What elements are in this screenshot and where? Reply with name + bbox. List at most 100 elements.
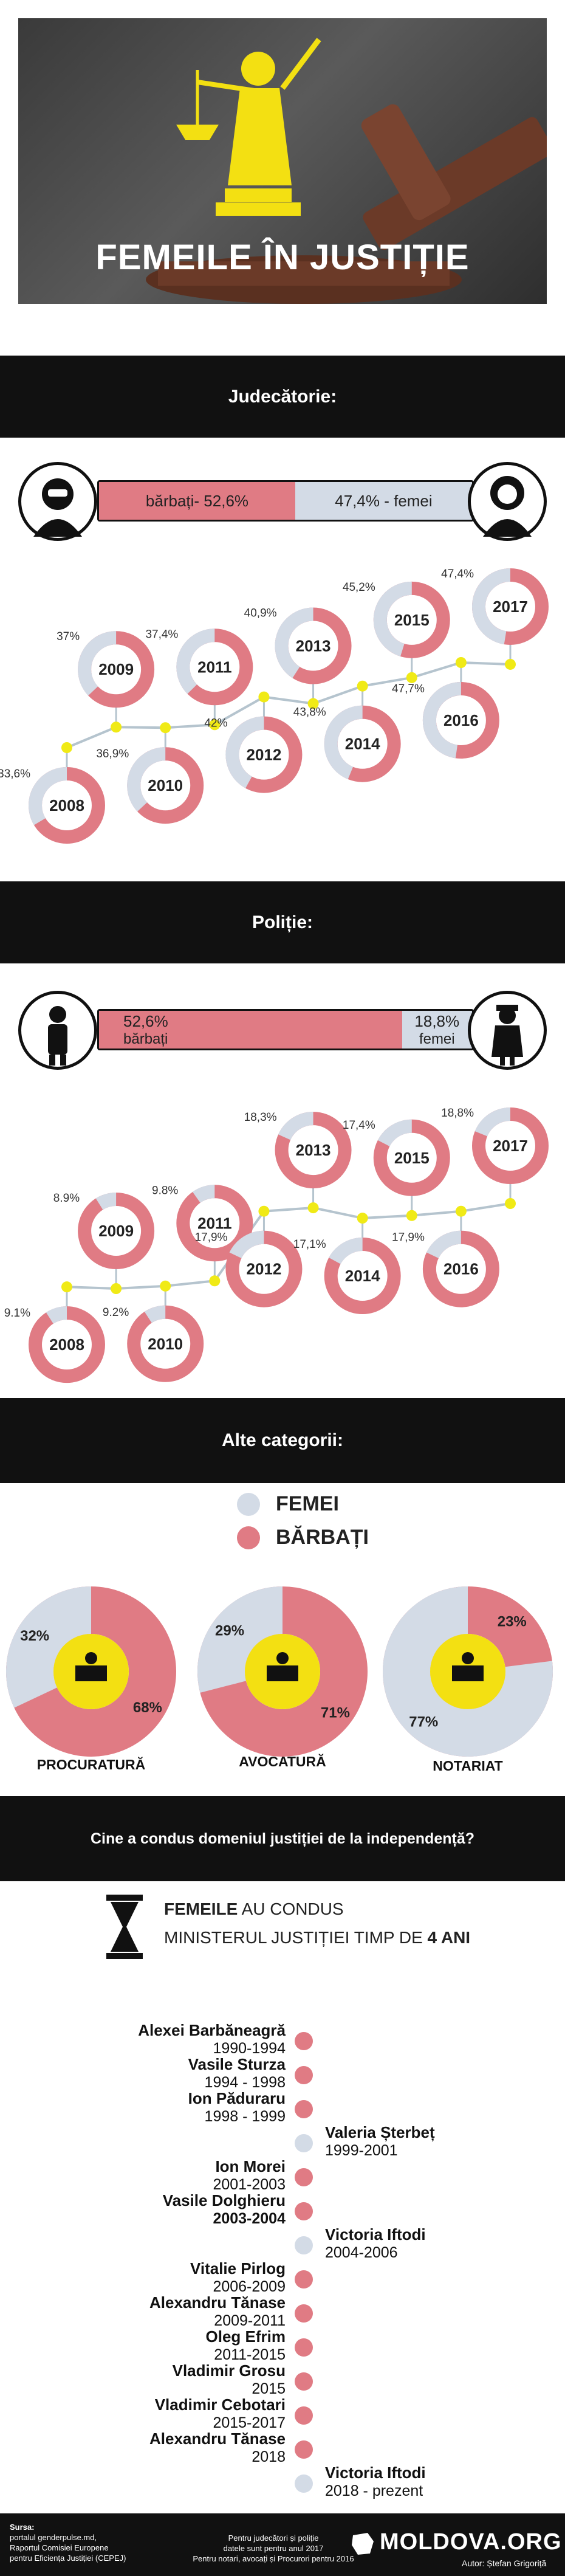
judecatorie-donut-women-2010 <box>127 747 166 812</box>
politie-trend-line <box>66 1202 511 1290</box>
legend-women: FEMEI <box>237 1492 339 1516</box>
politie-women-word: femei <box>419 1030 455 1047</box>
politie-pct-2008: 9.1% <box>4 1307 30 1320</box>
pie-women-label-1: 29% <box>215 1623 244 1639</box>
politie-donut-women-2015 <box>377 1119 413 1147</box>
judecatorie-year-2009: 2009 <box>98 660 134 678</box>
politie-overall-bar: 52,6% bărbați 18,8% femei <box>97 1009 474 1050</box>
legend-women-label: FEMEI <box>276 1492 339 1515</box>
minister-entry: Ion Păduraru 1998 - 1999 <box>188 2089 286 2126</box>
footer-note-line: Pentru notari, avocați și Procurori pent… <box>193 2554 354 2563</box>
judecatorie-women-bar: 47,4% - femei <box>295 482 472 520</box>
politie-men-pct: 52,6% <box>123 1011 168 1030</box>
politie-women-bar: 18,8% femei <box>402 1011 472 1049</box>
politie-donut-women-2017 <box>474 1107 511 1137</box>
minister-entry: Vasile Dolghieru 2003-2004 <box>163 2191 286 2228</box>
minister-name: Vasile Dolghieru <box>162 2191 286 2209</box>
minister-years: 2018 - prezent <box>325 2482 423 2499</box>
judecatorie-point-2015 <box>406 672 417 683</box>
politie-pct-2015: 17,4% <box>343 1119 375 1132</box>
politie-point-2011 <box>209 1275 221 1287</box>
politie-women-pct: 18,8% <box>414 1011 460 1030</box>
minister-years: 2004-2006 <box>325 2244 398 2261</box>
alte-categorii-pie-charts: 32% 68% 29% 71% 77% 23% <box>6 1586 553 1757</box>
minister-name: Ion Morei <box>215 2157 286 2175</box>
judecatorie-donut-women-2008 <box>29 767 67 825</box>
minister-years: 2015-2017 <box>213 2414 286 2431</box>
judecatorie-point-2014 <box>357 680 368 692</box>
timeline-dot <box>295 2474 313 2493</box>
desk-icon-0 <box>75 1665 107 1681</box>
politie-point-2016 <box>455 1205 467 1217</box>
timeline-dot <box>295 2066 313 2084</box>
minister-years: 2015 <box>252 2380 286 2397</box>
ministri-intro-bold: FEMEILE <box>164 1899 238 1918</box>
pie-women-label-2: 77% <box>409 1714 438 1731</box>
politie-donut-women-2008 <box>46 1306 67 1324</box>
judecatorie-donut-women-2012 <box>225 716 264 788</box>
timeline-dot <box>295 2134 313 2152</box>
politie-timeline-chart: 2008 9.1% 2009 8.9% 2010 9.2% 2011 9.8% 2012 17,9… <box>4 1107 549 1383</box>
minister-entry: Ion Morei 2001-2003 <box>213 2157 286 2194</box>
minister-years: 1998 - 1999 <box>204 2108 286 2125</box>
person-icon-2 <box>462 1652 474 1664</box>
politie-pct-2009: 8.9% <box>53 1192 80 1205</box>
minister-entry: Victoria Iftodi 2018 - prezent <box>325 2464 426 2500</box>
judecatorie-pct-2011: 37,4% <box>145 628 178 641</box>
moldova-map-icon <box>352 2533 374 2555</box>
politie-donut-women-2014 <box>329 1238 363 1264</box>
pie-men-label-0: 68% <box>133 1700 162 1716</box>
minister-years: 1994 - 1998 <box>204 2074 286 2091</box>
timeline-dot <box>295 2100 313 2118</box>
judecatorie-pct-2014: 43,8% <box>293 706 326 719</box>
judecatorie-donut-women-2014 <box>324 705 363 779</box>
pie-caption-avocatura: AVOCATURĂ <box>239 1754 326 1769</box>
politie-year-2015: 2015 <box>394 1149 430 1167</box>
minister-years: 2001-2003 <box>213 2176 286 2193</box>
judecatorie-donut-women-2013 <box>275 607 314 678</box>
politie-donut-women-2009 <box>95 1193 117 1210</box>
politie-donut-women-2013 <box>278 1112 314 1140</box>
politie-year-2017: 2017 <box>493 1137 528 1155</box>
pie-caption-notariat: NOTARIAT <box>433 1758 503 1774</box>
judecatorie-year-2012: 2012 <box>247 746 282 764</box>
politie-men-word: bărbați <box>123 1030 168 1047</box>
minister-years: 2003-2004 <box>213 2210 286 2227</box>
judecatorie-pct-2015: 45,2% <box>343 581 375 594</box>
minister-entry: Victoria Iftodi 2004-2006 <box>325 2225 426 2262</box>
judecatorie-donut-women-2016 <box>422 682 462 759</box>
gavel-illustration <box>146 104 547 304</box>
judecatorie-timeline-chart: 2008 33,6% 2009 37% 2010 36,9% 2011 37,4% 2012 42… <box>0 568 549 844</box>
minister-entry: Vladimir Grosu 2015 <box>173 2361 286 2398</box>
judecatorie-year-2011: 2011 <box>197 658 231 676</box>
legend-men: BĂRBAȚI <box>237 1526 369 1549</box>
policeman-avatar <box>18 991 97 1070</box>
judecatorie-donut-women-2009 <box>78 631 117 696</box>
politie-year-2012: 2012 <box>247 1260 282 1278</box>
politie-point-2009 <box>111 1283 122 1294</box>
politie-year-2010: 2010 <box>148 1335 183 1353</box>
politie-point-2014 <box>357 1213 368 1224</box>
judecatorie-year-2016: 2016 <box>443 711 479 729</box>
minister-years: 2011-2015 <box>214 2346 286 2363</box>
hourglass-icon <box>106 1895 143 1959</box>
justice-statue-icon <box>176 38 321 216</box>
timeline-dot <box>295 2236 313 2254</box>
footer-source-title: Sursa: <box>10 2523 35 2532</box>
footer-note-line: datele sunt pentru anul 2017 <box>223 2544 324 2553</box>
ministri-intro-line2-text: MINISTERUL JUSTIȚIEI TIMP DE <box>164 1928 428 1947</box>
footer-source: Sursa: portalul genderpulse.md, Raportul… <box>10 2522 126 2563</box>
judecatorie-pct-2016: 47,7% <box>392 683 425 695</box>
minister-name: Vitalie Pirlog <box>190 2259 286 2278</box>
politie-donut-women-2010 <box>144 1305 166 1323</box>
minister-name: Valeria Șterbeț <box>325 2123 435 2141</box>
person-icon-0 <box>85 1652 97 1664</box>
minister-entry: Valeria Șterbeț 1999-2001 <box>325 2123 435 2160</box>
minister-years: 2009-2011 <box>214 2312 286 2329</box>
legend-men-swatch <box>237 1526 260 1549</box>
section-header-alte-categorii: Alte categorii: <box>0 1398 565 1483</box>
politie-year-2008: 2008 <box>49 1335 84 1354</box>
judecatorie-overall-bar: bărbați- 52,6% 47,4% - femei <box>97 480 474 522</box>
judge-female-avatar <box>468 462 547 541</box>
minister-entry: Vasile Sturza 1994 - 1998 <box>188 2055 286 2092</box>
